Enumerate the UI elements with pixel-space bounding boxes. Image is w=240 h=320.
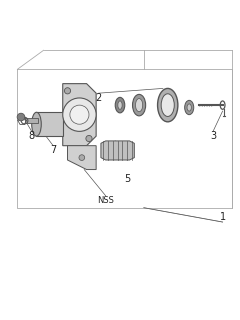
- Circle shape: [17, 113, 25, 121]
- Circle shape: [86, 135, 92, 142]
- Polygon shape: [63, 84, 96, 146]
- Text: 5: 5: [124, 174, 130, 184]
- Ellipse shape: [185, 100, 194, 115]
- Circle shape: [79, 155, 85, 160]
- Polygon shape: [101, 141, 134, 160]
- Text: NSS: NSS: [97, 196, 114, 205]
- Ellipse shape: [32, 112, 41, 136]
- Ellipse shape: [132, 94, 146, 116]
- Ellipse shape: [118, 101, 122, 109]
- Text: 7: 7: [50, 146, 56, 156]
- Circle shape: [70, 105, 89, 124]
- Text: 3: 3: [210, 131, 216, 141]
- Text: 2: 2: [95, 93, 102, 103]
- Circle shape: [64, 88, 71, 94]
- Ellipse shape: [187, 104, 191, 111]
- Polygon shape: [36, 112, 63, 136]
- Circle shape: [63, 98, 96, 132]
- Polygon shape: [67, 146, 96, 170]
- Polygon shape: [24, 118, 38, 123]
- Ellipse shape: [136, 99, 143, 112]
- Ellipse shape: [158, 88, 178, 122]
- Ellipse shape: [115, 97, 125, 113]
- Ellipse shape: [161, 94, 174, 116]
- Text: 1: 1: [220, 212, 226, 222]
- Text: 8: 8: [29, 131, 35, 141]
